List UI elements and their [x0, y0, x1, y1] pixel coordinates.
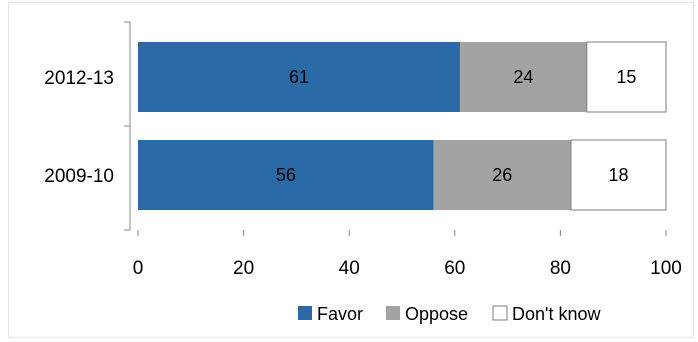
chart-frame — [8, 2, 694, 338]
x-tick-label: 20 — [233, 258, 254, 279]
legend-label: Oppose — [405, 304, 468, 324]
legend-swatch — [386, 306, 400, 320]
bars-layer: 61 24 15 56 26 18 — [138, 41, 667, 211]
data-label: 24 — [513, 67, 533, 87]
data-label: 26 — [492, 165, 512, 185]
legend: Favor Oppose Don't know — [298, 304, 601, 324]
data-label: 56 — [276, 165, 296, 185]
data-label: 15 — [616, 67, 636, 87]
data-label: 18 — [608, 165, 628, 185]
category-label: 2009-10 — [44, 166, 114, 187]
x-tick-label: 80 — [550, 258, 571, 279]
axis-layer: 2012-13 2009-10 0 20 40 60 80 100 — [44, 21, 682, 279]
bar-oppose — [433, 140, 571, 210]
x-tick-label: 40 — [339, 258, 360, 279]
x-tick-label: 0 — [133, 258, 144, 279]
data-label: 61 — [289, 67, 309, 87]
bar-dont-know — [570, 139, 667, 211]
bar-dont-know — [586, 41, 667, 113]
legend-label: Don't know — [512, 304, 601, 324]
bar-favor — [138, 42, 461, 112]
legend-label: Favor — [317, 304, 363, 324]
bar-favor — [138, 140, 434, 210]
legend-swatch — [298, 306, 312, 320]
bar-oppose — [460, 42, 587, 112]
legend-swatch — [492, 305, 508, 321]
x-tick-label: 100 — [650, 258, 682, 279]
category-label: 2012-13 — [44, 68, 114, 89]
x-tick-label: 60 — [444, 258, 465, 279]
